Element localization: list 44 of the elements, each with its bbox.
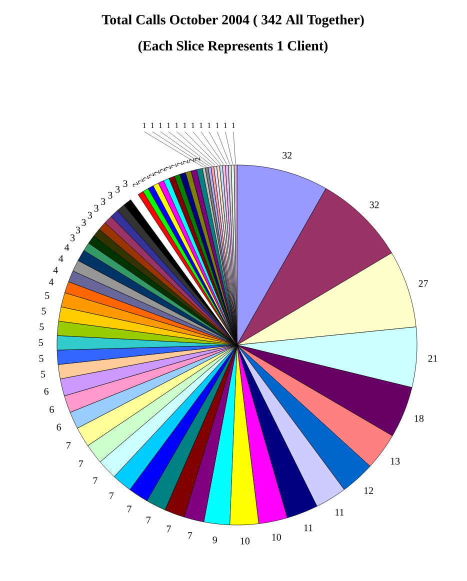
- data-label: 3: [116, 186, 120, 193]
- data-label: 5: [42, 308, 46, 314]
- data-label: 5: [38, 339, 43, 346]
- data-label: 12: [364, 487, 374, 494]
- data-label: 7: [66, 442, 71, 449]
- data-label: 5: [41, 370, 46, 378]
- data-label: 21: [428, 355, 438, 362]
- data-label: 6: [56, 424, 62, 430]
- data-label: 3: [101, 198, 106, 205]
- data-label: 4: [58, 255, 64, 262]
- data-label: 6: [44, 388, 49, 395]
- data-label: 10: [240, 538, 250, 544]
- data-label: 5: [40, 323, 44, 330]
- data-label: 11: [336, 509, 344, 516]
- data-label: 7: [93, 477, 98, 484]
- chart-title: Total Calls October 2004 ( 342 All Together): [102, 14, 364, 28]
- data-label: 32: [370, 202, 379, 208]
- data-label: 3: [123, 180, 128, 188]
- data-label: 7: [127, 506, 132, 512]
- data-label: 5: [45, 292, 50, 299]
- data-label: 3: [76, 226, 80, 234]
- data-label: 13: [390, 458, 400, 465]
- data-label: 7: [146, 516, 151, 524]
- data-label: 3: [88, 212, 92, 219]
- data-label: 3: [70, 234, 75, 242]
- data-label: 7: [110, 492, 114, 500]
- data-label: 3: [108, 192, 112, 199]
- data-label: 18: [414, 415, 424, 422]
- data-label: 7: [188, 532, 192, 539]
- data-label: 10: [272, 534, 281, 541]
- data-label: 6: [50, 406, 54, 413]
- data-label: 3: [94, 204, 98, 212]
- data-label: 4: [48, 278, 54, 286]
- data-label: 4: [64, 244, 70, 251]
- data-label: 27: [418, 280, 428, 287]
- data-label: 32: [282, 152, 292, 159]
- chart-subtitle: (Each Slice Represents 1 Client): [138, 40, 328, 54]
- data-label: 3: [82, 219, 86, 226]
- data-label: 9: [212, 536, 217, 544]
- data-label: 11: [304, 524, 312, 532]
- data-label: 7: [166, 526, 171, 532]
- data-label: 4: [53, 266, 58, 274]
- data-label: 7: [79, 460, 84, 468]
- data-label: 5: [39, 355, 44, 362]
